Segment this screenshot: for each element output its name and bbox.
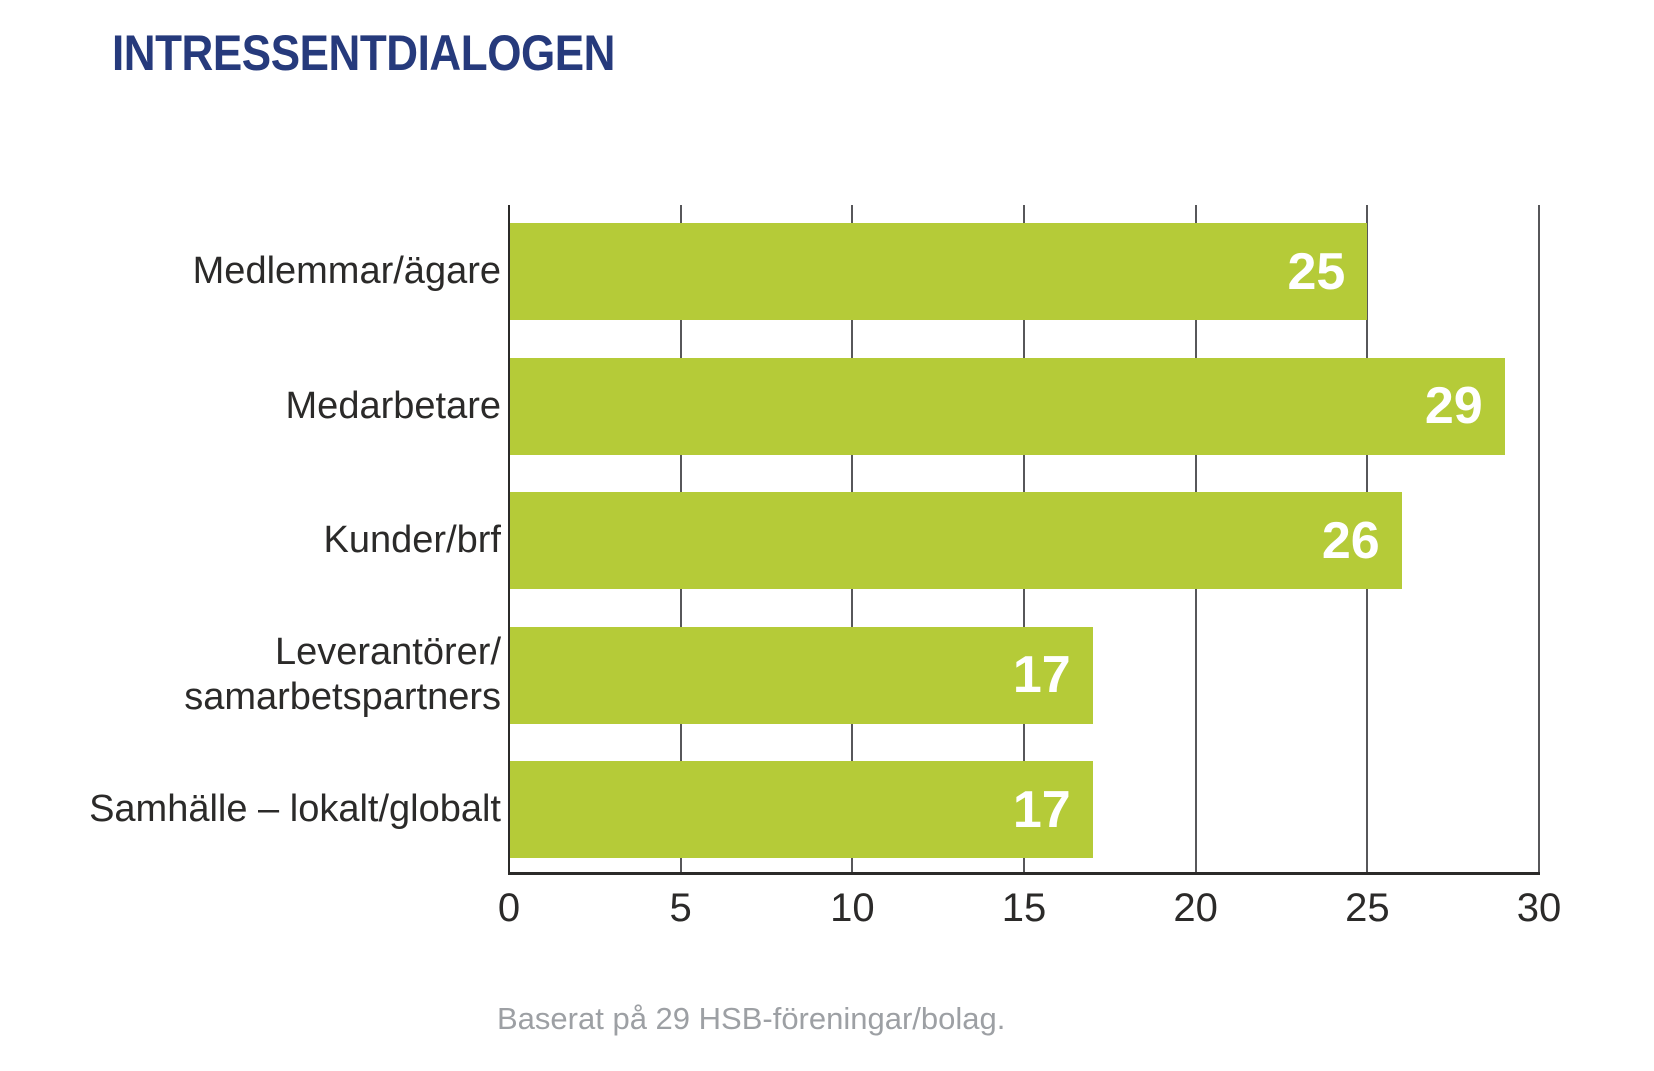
- x-tick-label-5: 5: [669, 886, 692, 930]
- x-tick-label-0: 0: [497, 886, 521, 930]
- plot-area: 25 29 26 17 17: [508, 205, 1540, 875]
- category-labels: Medlemmar/ägare Medarbetare Kunder/brf Leve…: [40, 205, 501, 874]
- bar-value-label: 26: [1321, 511, 1380, 570]
- bar-value-label: 17: [1012, 646, 1071, 705]
- bar-2: 26: [509, 492, 1402, 590]
- category-label-2: Kunder/brf: [323, 519, 501, 562]
- category-label-4: Samhälle – lokalt/globalt: [89, 788, 501, 831]
- category-label-0: Medlemmar/ägare: [192, 250, 501, 293]
- category-label-1: Medarbetare: [285, 384, 501, 427]
- category-label-3: Leverantörer/ samarbetspartners: [184, 631, 501, 719]
- x-tick-label-30: 30: [1516, 886, 1562, 930]
- bar-value-label: 29: [1424, 377, 1483, 436]
- bar-4: 17: [509, 761, 1093, 859]
- y-axis-line: [508, 205, 510, 874]
- x-tick-label-10: 10: [830, 886, 875, 930]
- x-tick-label-25: 25: [1345, 886, 1390, 930]
- x-axis-line: [508, 872, 1540, 875]
- bar-1: 29: [509, 357, 1505, 455]
- chart-title: INTRESSENTDIALOGEN: [112, 25, 616, 81]
- bar-0: 25: [509, 223, 1368, 320]
- x-tick-label-20: 20: [1173, 886, 1218, 930]
- gridline-30: [1538, 205, 1540, 874]
- bar-3: 17: [509, 626, 1093, 724]
- chart-caption: Baserat på 29 HSB-föreningar/bolag.: [497, 1001, 1006, 1036]
- x-axis-ticks: 0 5 10 15 20 25 30: [498, 886, 1561, 936]
- x-tick-label-15: 15: [1001, 886, 1047, 930]
- bar-value-label: 17: [1012, 780, 1071, 839]
- bar-value-label: 25: [1287, 242, 1346, 301]
